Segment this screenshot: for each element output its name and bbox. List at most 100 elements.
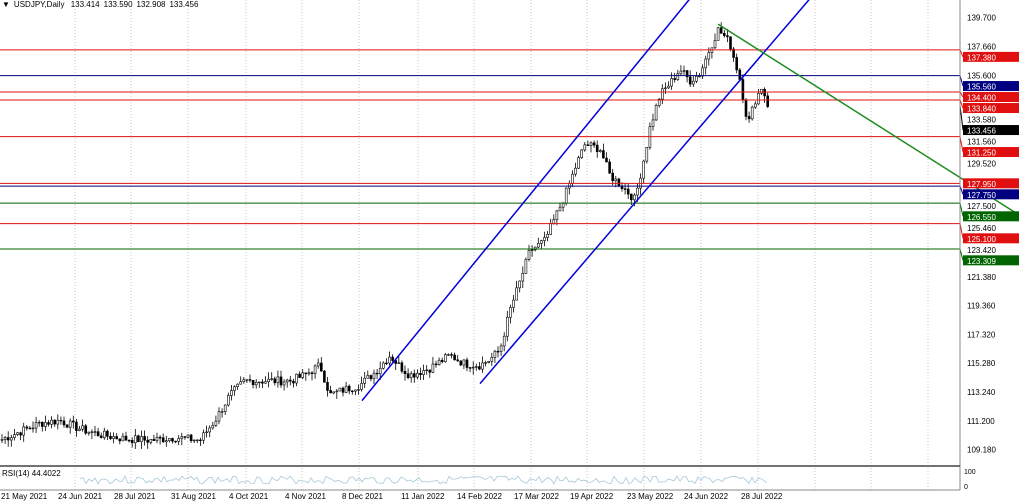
candle: [326, 377, 329, 397]
candle: [34, 416, 38, 434]
candle: [574, 162, 577, 177]
candle: [695, 71, 698, 84]
candle-body: [257, 381, 261, 384]
candle-body: [310, 372, 314, 374]
candle-body: [462, 359, 466, 366]
candle: [47, 420, 50, 427]
candle: [419, 367, 422, 381]
candle: [168, 438, 171, 443]
candle: [642, 159, 646, 184]
candle: [543, 231, 546, 247]
candle-body: [158, 436, 162, 439]
candle: [208, 425, 211, 438]
candle-body: [453, 354, 456, 361]
candle-body: [109, 435, 112, 439]
level-price-label: 131.250: [967, 149, 996, 158]
level-price-label: 123.309: [967, 257, 996, 266]
candle-body: [298, 373, 301, 378]
candle-body: [313, 365, 317, 374]
candle: [447, 353, 450, 356]
candle: [468, 366, 472, 373]
y-tick-label: 133.580: [967, 116, 996, 125]
candle-body: [595, 144, 599, 152]
candle-body: [741, 79, 745, 100]
candle: [103, 427, 106, 440]
candle: [450, 352, 453, 359]
candle-body: [233, 386, 236, 391]
candle: [459, 360, 463, 367]
candle: [211, 422, 215, 430]
y-tick-label: 125.460: [967, 224, 996, 233]
candle: [673, 72, 677, 83]
candle: [196, 439, 199, 444]
candle: [146, 436, 149, 449]
candle-body: [428, 369, 432, 373]
candle: [505, 310, 509, 342]
candle: [540, 239, 543, 250]
candle-body: [605, 157, 608, 163]
plot-area: [0, 0, 960, 490]
candle-body: [357, 389, 360, 391]
candle: [595, 140, 599, 158]
candle-body: [505, 317, 509, 337]
candle-body: [611, 172, 615, 182]
candle-body: [673, 78, 677, 80]
candle-body: [168, 438, 171, 442]
candle: [28, 425, 32, 430]
candle-body: [676, 73, 680, 80]
open-price: 133.414: [70, 0, 100, 9]
candle-body: [56, 419, 60, 425]
level-price-tag: [963, 51, 1019, 62]
candle: [177, 435, 180, 446]
candle-body: [363, 377, 367, 384]
candle-body: [667, 85, 670, 89]
candle-body: [530, 249, 534, 251]
candle: [722, 30, 726, 38]
candle: [214, 415, 218, 428]
y-tick-label: 131.560: [967, 138, 996, 147]
candle-body: [183, 436, 187, 438]
candle-body: [654, 105, 658, 121]
candle: [502, 332, 506, 352]
candle-body: [527, 250, 531, 260]
candle-body: [165, 440, 168, 443]
candle: [93, 425, 97, 437]
candle-body: [338, 387, 342, 392]
x-tick-label: 24 Jun 2022: [684, 492, 729, 501]
x-tick-label: 14 Feb 2022: [457, 492, 502, 501]
y-tick-label: 137.660: [967, 42, 996, 51]
candle: [304, 372, 308, 381]
candle-body: [121, 435, 125, 442]
candle-body: [602, 150, 605, 159]
candle-body: [478, 366, 481, 370]
x-tick-label: 19 Apr 2022: [570, 492, 614, 501]
candle: [264, 376, 267, 384]
candle-body: [115, 436, 118, 440]
candle-body: [555, 210, 559, 220]
candle: [375, 369, 379, 380]
candle-body: [6, 437, 10, 441]
candle: [471, 361, 475, 375]
candle-body: [524, 259, 528, 274]
candle-body: [78, 428, 81, 431]
candle-body: [577, 157, 580, 169]
candle-body: [419, 373, 422, 376]
candle-body: [217, 411, 221, 422]
x-tick-label: 4 Oct 2021: [229, 492, 269, 501]
candle: [233, 385, 236, 396]
candle: [403, 365, 407, 381]
candle: [189, 433, 193, 444]
candle: [44, 415, 47, 431]
candle: [679, 65, 683, 76]
candle: [99, 432, 103, 439]
candle: [682, 65, 686, 75]
candle-body: [72, 420, 75, 423]
x-tick-label: 4 Nov 2021: [285, 492, 326, 501]
symbol-menu-arrow[interactable]: ▼: [2, 0, 10, 9]
candle-body: [223, 404, 227, 412]
candle: [242, 376, 246, 384]
candle: [192, 439, 196, 444]
candle-body: [533, 246, 537, 251]
candle-body: [735, 57, 739, 71]
